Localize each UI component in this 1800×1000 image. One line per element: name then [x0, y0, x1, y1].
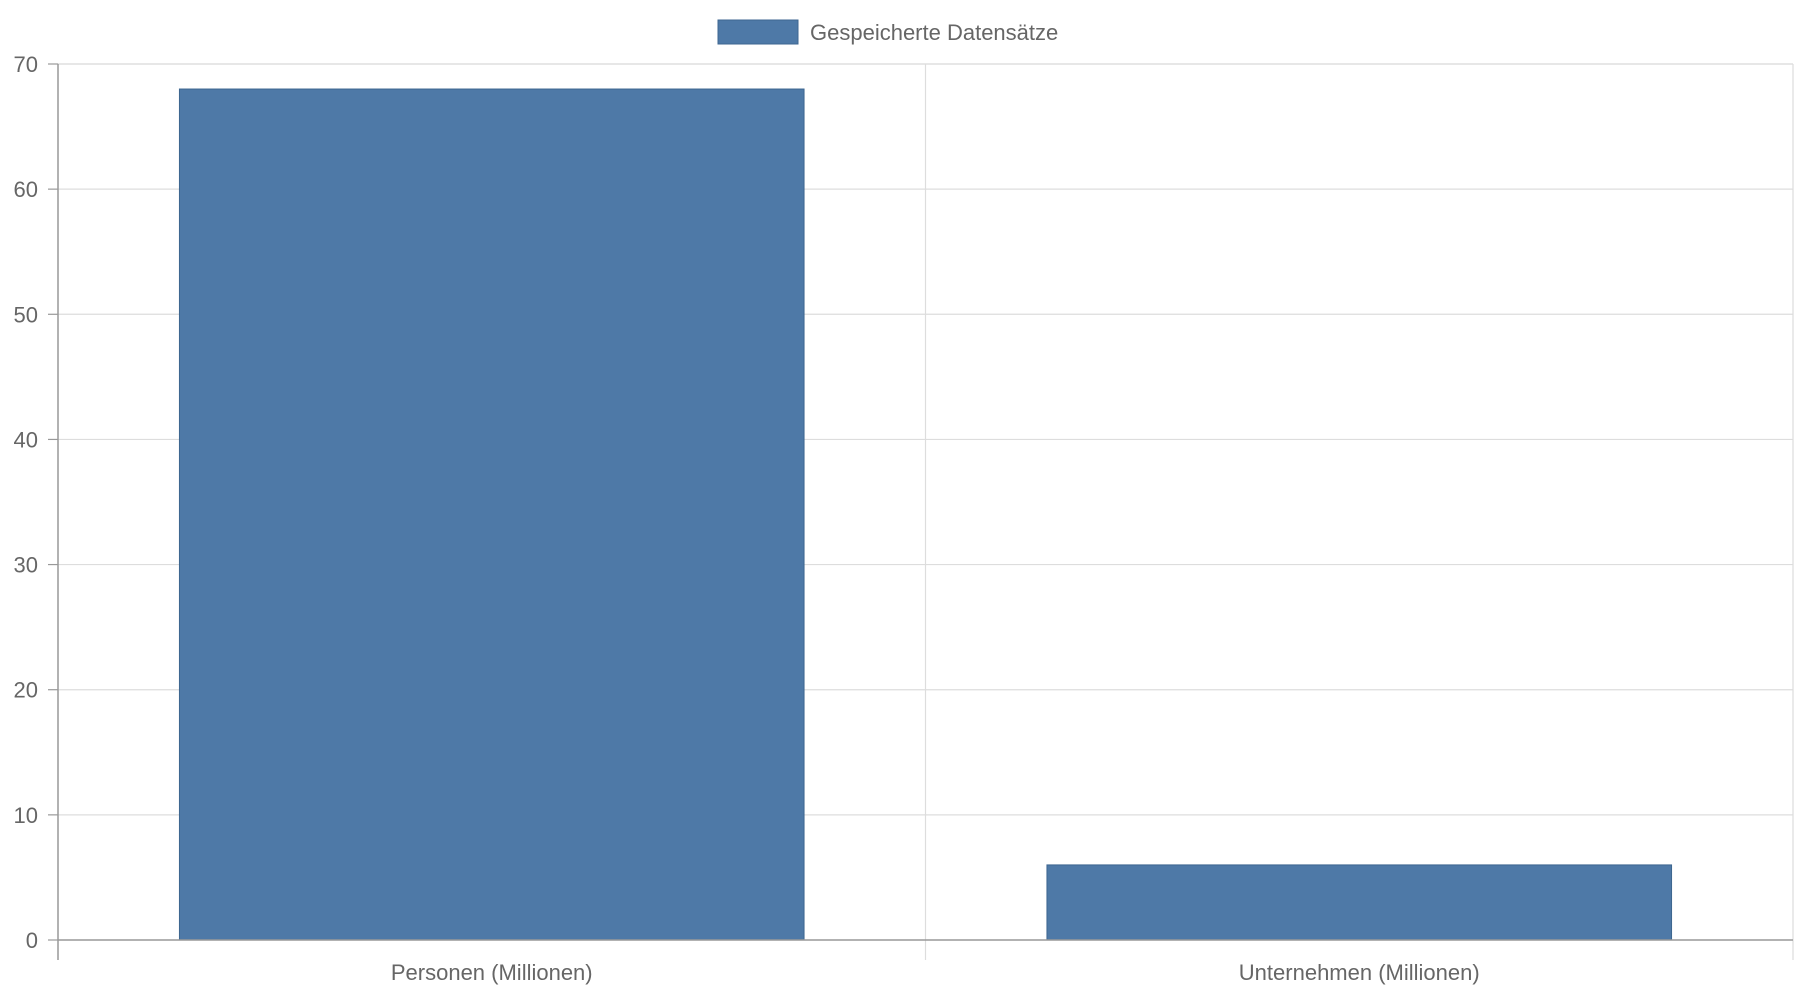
y-tick-label: 70 [14, 52, 38, 77]
legend-swatch[interactable] [717, 19, 799, 45]
y-tick-label: 60 [14, 177, 38, 202]
x-tick-label: Personen (Millionen) [391, 960, 593, 985]
y-tick-label: 10 [14, 803, 38, 828]
y-tick-label: 40 [14, 427, 38, 452]
y-tick-label: 0 [26, 928, 38, 953]
axis-layer: 0 10 20 30 40 50 60 70 Personen (Millionen) Unter… [14, 52, 1793, 985]
bar-personen[interactable] [178, 88, 805, 941]
bar-unternehmen[interactable] [1046, 864, 1673, 941]
legend-label[interactable]: Gespeicherte Datensätze [810, 20, 1058, 45]
y-tick-label: 50 [14, 302, 38, 327]
y-tick-label: 30 [14, 553, 38, 578]
legend[interactable]: Gespeicherte Datensätze [717, 19, 1058, 45]
x-tick-label: Unternehmen (Millionen) [1239, 960, 1480, 985]
y-tick-label: 20 [14, 678, 38, 703]
bars-layer [178, 88, 1673, 941]
